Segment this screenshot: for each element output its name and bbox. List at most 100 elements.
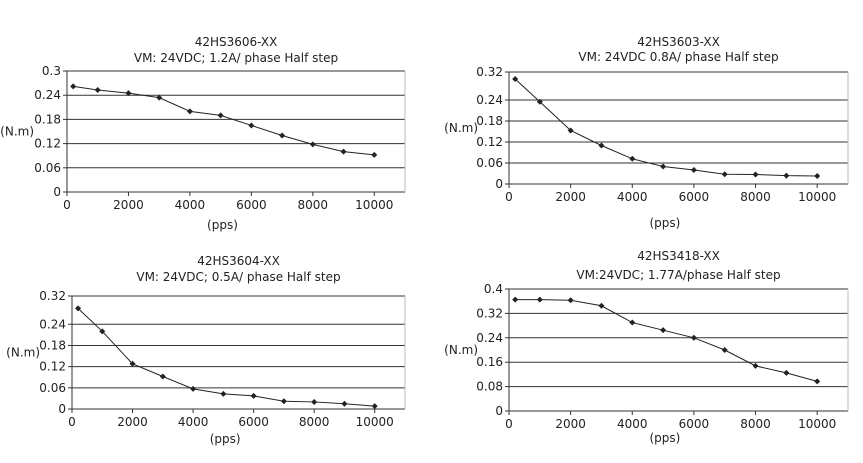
data-point <box>721 347 728 353</box>
data-point <box>371 403 378 410</box>
data-point <box>159 373 166 380</box>
x-tick-label: 0 <box>505 190 513 204</box>
y-tick-label: 0.12 <box>34 137 61 151</box>
y-tick-label: 0.06 <box>39 381 66 395</box>
y-tick-label: 0 <box>53 185 61 199</box>
x-tick-label: 0 <box>505 417 513 431</box>
data-point <box>220 390 227 397</box>
data-point <box>248 122 255 129</box>
y-tick-label: 0.24 <box>39 317 66 331</box>
x-tick-label: 6000 <box>679 417 710 431</box>
chart-panel-1: 42HS3606-XX VM: 24VDC; 1.2A/ phase Half s… <box>0 35 406 232</box>
chart-subtitle: VM: 24VDC 0.8A/ phase Half step <box>578 50 778 64</box>
y-axis-label: (N.m) <box>444 343 478 357</box>
data-point <box>536 98 543 105</box>
y-axis-label: (N.m) <box>0 125 34 139</box>
series-line <box>514 78 818 177</box>
data-point <box>814 378 821 385</box>
x-tick-label: 2000 <box>113 198 144 212</box>
x-axis-label: (pps) <box>650 431 681 445</box>
x-tick-label: 8000 <box>740 190 771 204</box>
y-tick-label: 0 <box>495 404 503 418</box>
x-axis-label: (pps) <box>650 216 681 230</box>
x-tick-label: 2000 <box>555 417 586 431</box>
series-line <box>73 85 375 156</box>
data-point <box>340 148 347 155</box>
x-tick-label: 4000 <box>178 415 209 429</box>
series-line <box>77 307 375 407</box>
x-tick-label: 4000 <box>175 198 206 212</box>
x-tick-label: 10000 <box>798 417 836 431</box>
y-tick-label: 0.16 <box>476 355 503 369</box>
x-tick-label: 10000 <box>798 190 836 204</box>
chart-subtitle: VM: 24VDC; 0.5A/ phase Half step <box>136 270 340 284</box>
data-point <box>598 302 605 309</box>
series-line <box>515 299 818 382</box>
chart-title: 42HS3603-XX <box>637 35 720 49</box>
data-point <box>70 83 77 90</box>
data-point <box>190 385 197 392</box>
data-point <box>783 369 790 376</box>
data-point <box>512 76 519 82</box>
y-tick-label: 0.32 <box>39 289 66 303</box>
x-axis-label: (pps) <box>210 432 241 446</box>
data-point <box>371 151 378 158</box>
y-tick-label: 0.4 <box>484 282 503 296</box>
y-tick-label: 0.06 <box>476 156 503 170</box>
x-axis-label: (pps) <box>207 218 238 232</box>
data-point <box>279 132 286 139</box>
data-point <box>598 142 605 149</box>
data-point <box>660 163 667 170</box>
data-point <box>217 112 224 119</box>
y-tick-label: 0.24 <box>476 93 503 107</box>
x-tick-label: 4000 <box>617 190 648 204</box>
data-point <box>629 319 636 326</box>
data-point <box>783 172 790 179</box>
y-tick-label: 0.18 <box>34 112 61 126</box>
y-tick-label: 0 <box>58 402 66 416</box>
data-point <box>690 167 697 173</box>
chart-subtitle: VM:24VDC; 1.77A/phase Half step <box>576 268 780 282</box>
y-tick-label: 0.32 <box>476 306 503 320</box>
y-tick-label: 0.32 <box>476 65 503 79</box>
chart-panel-4: 42HS3418-XX VM:24VDC; 1.77A/phase Half st… <box>444 249 849 445</box>
x-tick-label: 0 <box>68 415 76 429</box>
data-point <box>311 398 318 405</box>
y-tick-label: 0.12 <box>39 360 66 374</box>
y-axis-label: (N.m) <box>444 121 478 135</box>
data-point <box>309 141 316 148</box>
y-axis-label: (N.m) <box>6 346 40 360</box>
data-point <box>814 172 821 179</box>
x-tick-label: 4000 <box>617 417 648 431</box>
chart-title: 42HS3606-XX <box>195 35 278 49</box>
data-point <box>280 398 287 405</box>
y-tick-label: 0.12 <box>476 135 503 149</box>
data-point <box>567 297 574 304</box>
chart-title: 42HS3604-XX <box>197 254 280 268</box>
data-point <box>752 171 759 178</box>
data-point <box>629 155 636 162</box>
y-tick-label: 0.08 <box>476 380 503 394</box>
y-tick-label: 0.24 <box>476 331 503 345</box>
y-tick-label: 0.24 <box>34 88 61 102</box>
data-point <box>341 400 348 407</box>
data-point <box>99 328 106 335</box>
data-point <box>125 90 132 97</box>
data-point <box>129 360 136 367</box>
x-tick-label: 8000 <box>299 415 330 429</box>
y-tick-label: 0.3 <box>42 64 61 78</box>
x-tick-label: 10000 <box>356 415 394 429</box>
x-tick-label: 6000 <box>679 190 710 204</box>
x-tick-label: 6000 <box>238 415 269 429</box>
data-point <box>660 327 667 334</box>
data-point <box>721 171 728 178</box>
data-point <box>512 296 519 303</box>
data-point <box>186 108 193 115</box>
data-point <box>94 86 101 93</box>
x-tick-label: 2000 <box>117 415 148 429</box>
x-tick-label: 2000 <box>555 190 586 204</box>
x-tick-label: 6000 <box>236 198 267 212</box>
chart-title: 42HS3418-XX <box>637 249 720 263</box>
